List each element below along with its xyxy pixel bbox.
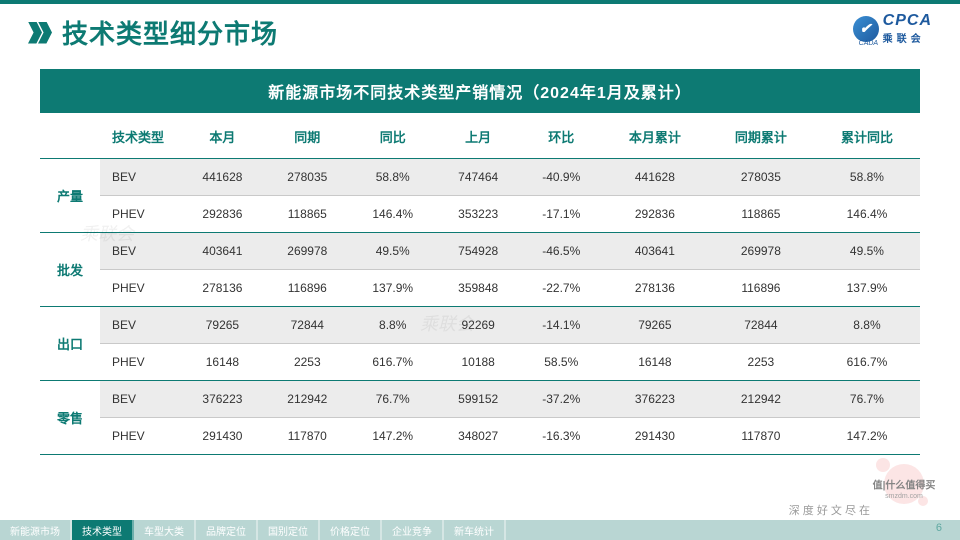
logo-sub-text: 乘联会 [883,30,925,45]
logo-main-text: CPCA [883,12,932,30]
bottom-tab[interactable]: 价格定位 [320,520,382,540]
bottom-tab[interactable]: 品牌定位 [196,520,258,540]
page-number: 6 [936,522,942,534]
smzdm-watermark-icon: 值|什么值得买 smzdm.com [876,456,932,512]
bottom-tab[interactable]: 新车统计 [444,520,506,540]
bottom-tab[interactable]: 车型大类 [134,520,196,540]
logo-mark-icon: ✔ [853,16,879,42]
bottom-tab[interactable]: 企业竞争 [382,520,444,540]
bottom-tab[interactable]: 新能源市场 [0,520,72,540]
footer-brand-text: 深 度 好 文 尽 在 [789,502,870,518]
cpca-logo: ✔ CADA CPCA 乘联会 [853,12,932,45]
bottom-tab[interactable]: 技术类型 [72,520,134,540]
bottom-tab-bar: 新能源市场技术类型车型大类品牌定位国别定位价格定位企业竞争新车统计 [0,520,960,540]
bottom-tab[interactable]: 国别定位 [258,520,320,540]
